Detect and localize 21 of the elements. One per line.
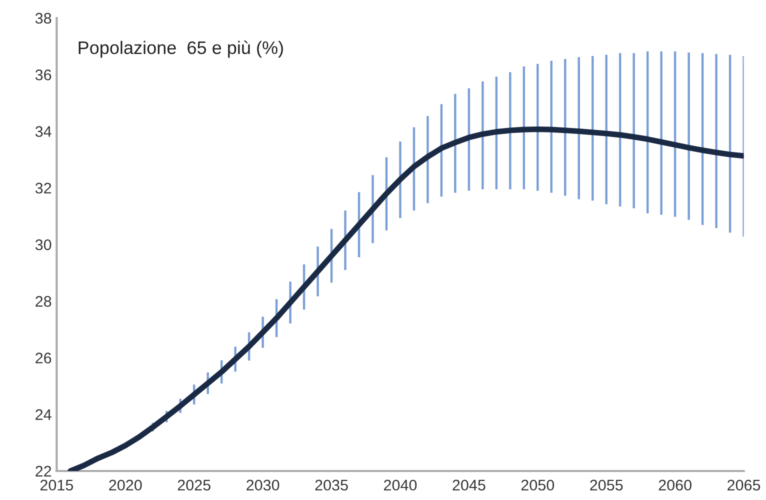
x-tick-label: 2035 bbox=[315, 480, 348, 491]
y-tick-label: 38 bbox=[35, 12, 52, 24]
y-tick-label: 36 bbox=[35, 69, 52, 80]
y-tick-label: 26 bbox=[36, 352, 52, 364]
x-tick-label: 2045 bbox=[452, 480, 486, 491]
text: Popolazione 65 e più (%) bbox=[78, 40, 283, 58]
x-tick-label: 2055 bbox=[590, 480, 623, 491]
y-tick-label: 32 bbox=[35, 182, 52, 194]
y-tick-label: 24 bbox=[36, 409, 52, 420]
x-tick-label: 2065 bbox=[728, 480, 760, 491]
x-tick-label: 2030 bbox=[246, 480, 280, 491]
y-tick-label: 22 bbox=[36, 466, 52, 477]
x-tick-label: 2060 bbox=[658, 480, 692, 491]
x-tick-label: 2050 bbox=[521, 480, 554, 491]
x-tick-label: 2040 bbox=[384, 480, 417, 491]
y-tick-label: 28 bbox=[36, 296, 52, 307]
x-tick-label: 2025 bbox=[178, 480, 210, 491]
y-tick-label: 34 bbox=[35, 126, 52, 137]
x-tick-label: 2020 bbox=[109, 480, 142, 491]
x-tick-label: 2015 bbox=[40, 480, 74, 491]
y-tick-label: 30 bbox=[35, 239, 52, 250]
